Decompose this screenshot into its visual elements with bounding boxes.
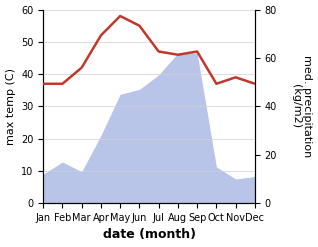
Y-axis label: max temp (C): max temp (C) <box>5 68 16 145</box>
X-axis label: date (month): date (month) <box>102 228 196 242</box>
Y-axis label: med. precipitation
(kg/m2): med. precipitation (kg/m2) <box>291 55 313 158</box>
